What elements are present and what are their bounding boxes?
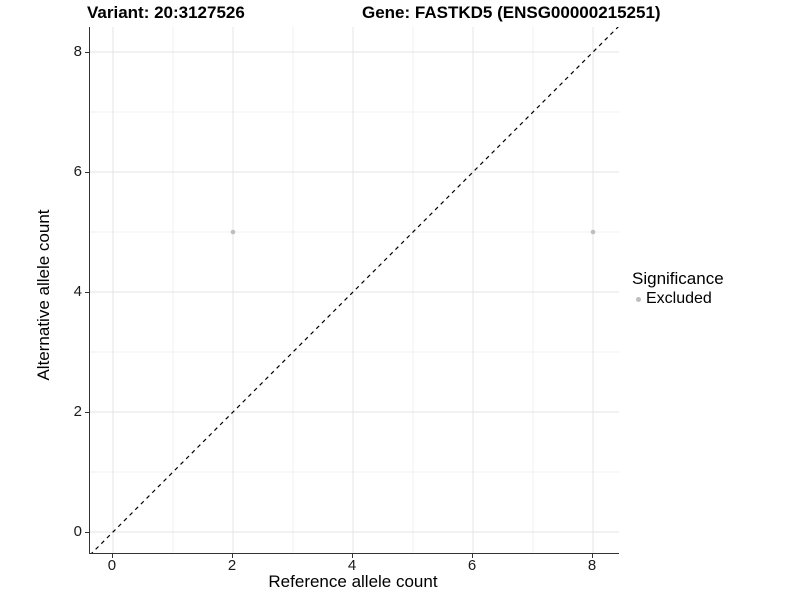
x-tick-mark bbox=[351, 554, 353, 558]
legend-title: Significance bbox=[632, 269, 724, 288]
y-tick-mark bbox=[85, 172, 89, 173]
data-point bbox=[590, 229, 596, 235]
plot-canvas bbox=[90, 27, 619, 553]
variant-title: Variant: 20:3127526 bbox=[87, 3, 245, 22]
y-tick-mark bbox=[85, 292, 89, 293]
x-tick-mark bbox=[111, 554, 113, 558]
y-axis-title: Alternative allele count bbox=[34, 209, 53, 381]
data-point bbox=[230, 229, 236, 235]
gene-title: Gene: FASTKD5 (ENSG00000215251) bbox=[362, 3, 661, 22]
y-tick-label: 2 bbox=[73, 403, 82, 420]
legend-entry: Excluded bbox=[632, 290, 724, 308]
legend-entry-label: Excluded bbox=[646, 290, 712, 307]
x-tick-label: 8 bbox=[587, 557, 597, 574]
x-tick-label: 2 bbox=[227, 557, 237, 574]
x-tick-label: 4 bbox=[347, 557, 357, 574]
identity-line bbox=[91, 27, 619, 553]
y-tick-mark bbox=[85, 52, 89, 54]
legend: Significance Excluded bbox=[632, 269, 724, 308]
legend-point-icon bbox=[636, 296, 641, 302]
y-tick-label: 6 bbox=[73, 163, 82, 180]
y-tick-mark bbox=[85, 412, 89, 413]
y-tick-label: 4 bbox=[73, 283, 82, 300]
y-tick-label: 0 bbox=[73, 523, 82, 540]
y-tick-mark bbox=[85, 532, 89, 533]
x-tick-label: 6 bbox=[467, 557, 477, 574]
x-tick-mark bbox=[231, 554, 233, 558]
x-tick-label: 0 bbox=[107, 557, 117, 574]
plot-panel bbox=[89, 27, 619, 554]
x-axis-title: Reference allele count bbox=[268, 572, 438, 591]
y-tick-label: 8 bbox=[73, 43, 82, 61]
x-tick-mark bbox=[592, 554, 594, 558]
x-tick-mark bbox=[472, 554, 473, 558]
